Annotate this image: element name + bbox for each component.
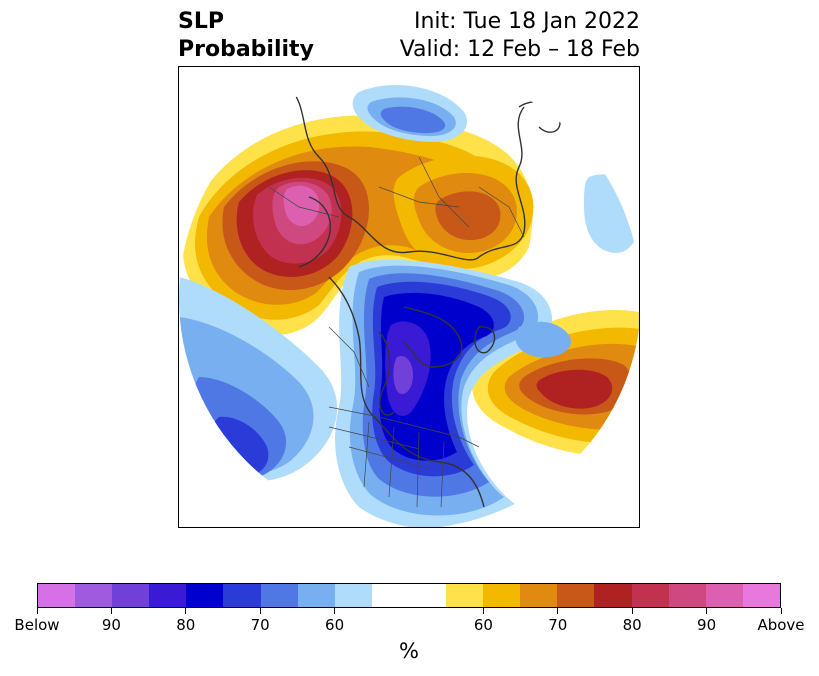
colorbar-cell <box>446 584 484 607</box>
colorbar-cell <box>483 584 521 607</box>
colorbar-tick-label: 80 <box>622 616 642 634</box>
colorbar-tick <box>631 608 633 614</box>
colorbar-cell <box>371 584 409 607</box>
colorbar-cell <box>186 584 224 607</box>
colorbar-tick <box>185 608 187 614</box>
colorbar-tick-label: 70 <box>250 616 270 634</box>
colorbar-cell <box>705 584 743 607</box>
colorbar-cell <box>668 584 706 607</box>
title-variable: SLP <box>178 9 224 34</box>
colorbar-tick <box>259 608 261 614</box>
country-borders <box>268 156 525 508</box>
colorbar-tick <box>36 608 38 614</box>
colorbar-tick <box>780 608 782 614</box>
colorbar-cell <box>223 584 261 607</box>
colorbar-cell <box>742 584 780 607</box>
colorbar-tick-label: 80 <box>176 616 196 634</box>
plot-dates: Init: Tue 18 Jan 2022 Valid: 12 Feb – 18… <box>400 8 640 64</box>
colorbar-tick-label: 70 <box>548 616 568 634</box>
colorbar-tick-label: Below <box>14 616 60 634</box>
colorbar-cell <box>334 584 372 607</box>
above-anomaly-arctic <box>393 155 534 269</box>
colorbar-cell <box>594 584 632 607</box>
colorbar-tick-label: 90 <box>101 616 121 634</box>
colorbar-cell <box>149 584 187 607</box>
colorbar-cell <box>520 584 558 607</box>
below-anomaly-bering <box>515 174 639 358</box>
colorbar-tick <box>334 608 336 614</box>
colorbar-tick-label: 90 <box>697 616 717 634</box>
colorbar-cell <box>297 584 335 607</box>
polar-map <box>179 67 639 527</box>
plot-title: SLP Probability <box>178 8 314 64</box>
colorbar-tick-label: 60 <box>325 616 345 634</box>
colorbar-tick <box>110 608 112 614</box>
colorbar-cell <box>38 584 76 607</box>
colorbar-tick-label: 60 <box>473 616 493 634</box>
colorbar-cell <box>112 584 150 607</box>
colorbar-tick-label: Above <box>757 616 805 634</box>
colorbar <box>37 583 781 608</box>
above-anomaly-atlantic <box>472 310 639 456</box>
colorbar-unit: % <box>399 639 419 663</box>
coastlines <box>288 86 561 508</box>
init-date: Init: Tue 18 Jan 2022 <box>413 9 640 34</box>
valid-date: Valid: 12 Feb – 18 Feb <box>399 37 640 62</box>
colorbar-cell <box>557 584 595 607</box>
below-anomaly-europe <box>352 84 468 142</box>
probability-field <box>179 67 639 527</box>
colorbar-cell <box>408 584 447 607</box>
colorbar-cell <box>75 584 113 607</box>
colorbar-tick <box>557 608 559 614</box>
colorbar-cell <box>260 584 298 607</box>
colorbar-tick <box>706 608 708 614</box>
map-panel <box>178 66 640 528</box>
title-subtitle: Probability <box>178 37 314 62</box>
colorbar-cell <box>631 584 669 607</box>
colorbar-tick <box>482 608 484 614</box>
